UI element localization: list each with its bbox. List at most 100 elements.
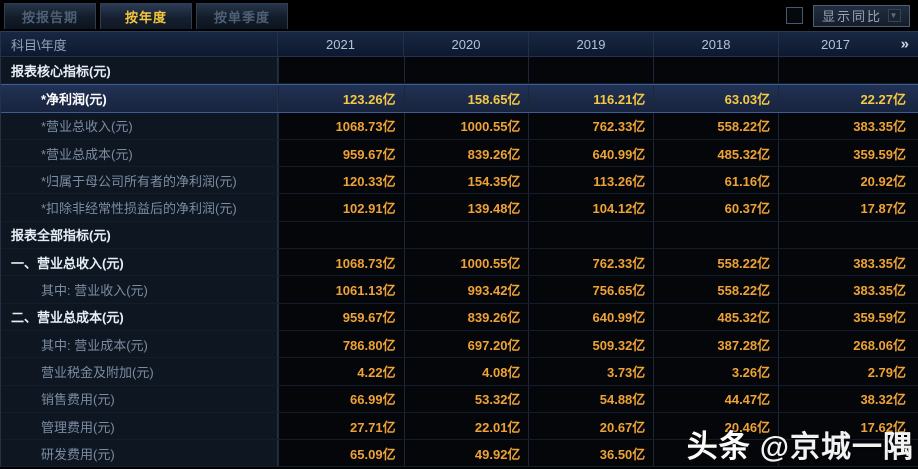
table-row[interactable]: 研发费用(元) 65.09亿 49.92亿 36.50亿 — [1, 440, 918, 468]
chevron-down-icon[interactable]: ▼ — [888, 9, 901, 22]
value-cell: 20.46亿 — [653, 412, 778, 440]
value-cell: 1000.55亿 — [403, 249, 529, 276]
value-cell: 116.21亿 — [528, 85, 653, 112]
show-yoy-button[interactable]: 显示同比 ▼ — [812, 4, 910, 27]
value-cell: 17.62亿 — [778, 412, 918, 440]
table-row[interactable]: 其中: 营业成本(元) 786.80亿 697.20亿 509.32亿 387.28亿 2… — [1, 330, 918, 359]
value-cell — [277, 221, 404, 249]
value-cell: 60.37亿 — [653, 194, 778, 221]
value-cell: 22.01亿 — [403, 412, 529, 440]
value-cell: 38.32亿 — [778, 385, 918, 412]
value-cell — [778, 57, 918, 84]
table-row[interactable]: 二、营业总成本(元) 959.67亿 839.26亿 640.99亿 485.32亿 35… — [1, 303, 918, 331]
year-header-2018: 2018 — [653, 32, 778, 56]
table-row[interactable]: *营业总收入(元) 1068.73亿 1000.55亿 762.33亿 558.22亿 3… — [1, 112, 918, 140]
value-cell: 640.99亿 — [528, 303, 653, 330]
tab-1[interactable]: 按年度 — [100, 3, 192, 29]
value-cell — [277, 57, 404, 84]
chevron-double-right-icon[interactable]: » — [900, 35, 909, 53]
table-row[interactable]: 一、营业总收入(元) 1068.73亿 1000.55亿 762.33亿 558.22亿… — [1, 249, 918, 277]
value-cell: 4.22亿 — [277, 358, 404, 385]
corner-header: 科目\年度 — [11, 37, 67, 53]
table-header-row: 科目\年度 2021 2020 2019 2018 2017» — [1, 32, 918, 57]
value-cell: 359.59亿 — [778, 303, 918, 330]
row-label: *扣除非经常性损益后的净利润(元) — [1, 194, 278, 221]
value-cell — [778, 440, 918, 467]
table-row[interactable]: *扣除非经常性损益后的净利润(元) 102.91亿 139.48亿 104.12亿 60… — [1, 194, 918, 222]
value-cell: 27.71亿 — [277, 412, 404, 440]
value-cell: 640.99亿 — [528, 139, 653, 167]
tab-2[interactable]: 按单季度 — [196, 3, 288, 29]
value-cell: 66.99亿 — [277, 385, 404, 412]
year-header-2020: 2020 — [403, 32, 528, 56]
table-row[interactable]: 其中: 营业收入(元) 1061.13亿 993.42亿 756.65亿 558.22亿… — [1, 276, 918, 304]
value-cell: 762.33亿 — [528, 249, 653, 276]
value-cell: 839.26亿 — [403, 303, 529, 330]
year-header-2021: 2021 — [277, 32, 403, 56]
row-label: 管理费用(元) — [1, 412, 278, 440]
value-cell: 139.48亿 — [403, 194, 529, 221]
row-label: 销售费用(元) — [1, 385, 278, 412]
value-cell: 1061.13亿 — [277, 276, 404, 303]
year-columns: 2021 2020 2019 2018 2017» — [277, 32, 918, 56]
value-cell: 44.47亿 — [653, 385, 778, 412]
table-row[interactable]: *净利润(元) 123.26亿 158.65亿 116.21亿 63.03亿 22.27亿 — [1, 84, 918, 113]
value-cell: 113.26亿 — [528, 167, 653, 194]
value-cell: 697.20亿 — [403, 330, 529, 358]
value-cell: 383.35亿 — [778, 112, 918, 139]
table-row[interactable]: 报表全部指标(元) — [1, 221, 918, 250]
value-cell: 53.32亿 — [403, 385, 529, 412]
value-cell: 123.26亿 — [277, 85, 404, 112]
value-cell — [653, 440, 778, 467]
toolbar-right: 显示同比 ▼ — [785, 0, 910, 31]
tab-0[interactable]: 按报告期 — [4, 3, 96, 29]
value-cell: 2.79亿 — [778, 358, 918, 385]
value-cell: 762.33亿 — [528, 112, 653, 139]
value-cell: 383.35亿 — [778, 276, 918, 303]
value-cell: 36.50亿 — [528, 440, 653, 467]
value-cell: 102.91亿 — [277, 194, 404, 221]
value-cell: 104.12亿 — [528, 194, 653, 221]
value-cell — [403, 221, 529, 249]
value-cell: 839.26亿 — [403, 139, 529, 167]
table-row[interactable]: *归属于母公司所有者的净利润(元) 120.33亿 154.35亿 113.26亿 61… — [1, 167, 918, 195]
value-cell: 485.32亿 — [653, 139, 778, 167]
financial-table: 科目\年度 2021 2020 2019 2018 2017» 报表核心指标(元) *净利… — [0, 31, 918, 468]
table-row[interactable]: 营业税金及附加(元) 4.22亿 4.08亿 3.73亿 3.26亿 2.79亿 — [1, 358, 918, 386]
value-cell: 959.67亿 — [277, 303, 404, 330]
value-cell: 268.06亿 — [778, 330, 918, 358]
row-label: *营业总收入(元) — [1, 112, 278, 139]
value-cell: 154.35亿 — [403, 167, 529, 194]
table-row[interactable]: *营业总成本(元) 959.67亿 839.26亿 640.99亿 485.32亿 359… — [1, 139, 918, 168]
value-cell: 1068.73亿 — [277, 112, 404, 139]
show-yoy-checkbox[interactable] — [785, 7, 803, 24]
value-cell: 65.09亿 — [277, 440, 404, 467]
value-cell: 509.32亿 — [528, 330, 653, 358]
table-body: 报表核心指标(元) *净利润(元) 123.26亿 158.65亿 116.21亿 63.… — [1, 57, 918, 468]
value-cell: 959.67亿 — [277, 139, 404, 167]
row-label: *营业总成本(元) — [1, 139, 278, 167]
tab-group: 按报告期 按年度 按单季度 — [0, 0, 288, 29]
value-cell: 54.88亿 — [528, 385, 653, 412]
table-row[interactable]: 管理费用(元) 27.71亿 22.01亿 20.67亿 20.46亿 17.62亿 — [1, 412, 918, 441]
row-label: *净利润(元) — [1, 85, 278, 112]
row-label: 其中: 营业成本(元) — [1, 330, 278, 358]
table-row[interactable]: 销售费用(元) 66.99亿 53.32亿 54.88亿 44.47亿 38.32亿 — [1, 385, 918, 413]
value-cell: 3.26亿 — [653, 358, 778, 385]
value-cell: 993.42亿 — [403, 276, 529, 303]
value-cell: 786.80亿 — [277, 330, 404, 358]
table-row[interactable]: 报表核心指标(元) — [1, 57, 918, 85]
value-cell: 20.92亿 — [778, 167, 918, 194]
value-cell: 17.87亿 — [778, 194, 918, 221]
value-cell: 3.73亿 — [528, 358, 653, 385]
year-header-2017: 2017» — [778, 32, 918, 56]
value-cell: 1068.73亿 — [277, 249, 404, 276]
value-cell: 4.08亿 — [403, 358, 529, 385]
value-cell — [778, 221, 918, 249]
value-cell: 558.22亿 — [653, 276, 778, 303]
value-cell: 1000.55亿 — [403, 112, 529, 139]
value-cell: 20.67亿 — [528, 412, 653, 440]
value-cell: 22.27亿 — [778, 85, 918, 112]
value-cell: 63.03亿 — [653, 85, 778, 112]
